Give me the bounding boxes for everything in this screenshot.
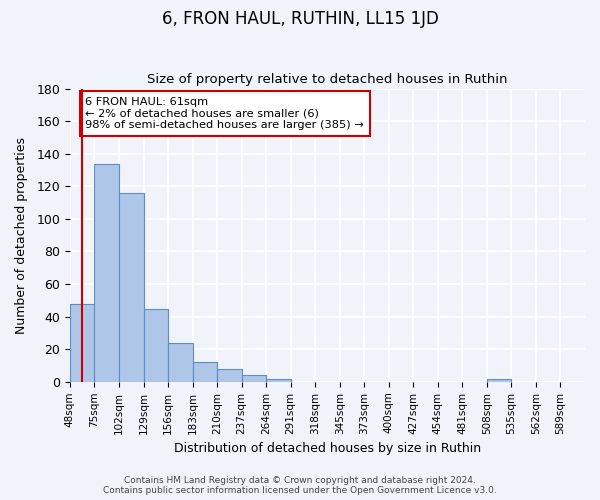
Bar (266, 378, 290, 382)
Bar (168, 342, 193, 382)
Bar (143, 308, 168, 382)
Bar (487, 378, 511, 382)
Bar (70, 304, 94, 382)
Text: Contains HM Land Registry data © Crown copyright and database right 2024.
Contai: Contains HM Land Registry data © Crown c… (103, 476, 497, 495)
Title: Size of property relative to detached houses in Ruthin: Size of property relative to detached ho… (147, 73, 508, 86)
Bar (242, 376, 266, 382)
Bar (193, 362, 217, 382)
X-axis label: Distribution of detached houses by size in Ruthin: Distribution of detached houses by size … (174, 442, 481, 455)
Text: 6, FRON HAUL, RUTHIN, LL15 1JD: 6, FRON HAUL, RUTHIN, LL15 1JD (161, 10, 439, 28)
Bar (217, 369, 242, 382)
Bar (94, 164, 119, 382)
Text: 6 FRON HAUL: 61sqm
← 2% of detached houses are smaller (6)
98% of semi-detached : 6 FRON HAUL: 61sqm ← 2% of detached hous… (85, 96, 364, 130)
Bar (119, 193, 143, 382)
Y-axis label: Number of detached properties: Number of detached properties (15, 136, 28, 334)
